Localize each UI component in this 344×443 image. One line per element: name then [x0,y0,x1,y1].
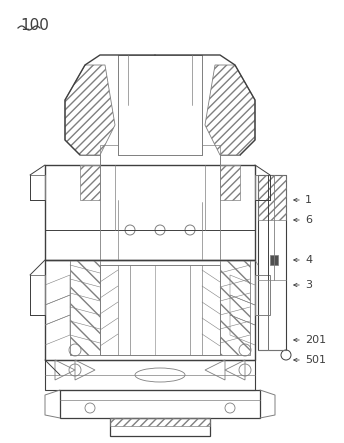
Text: 501: 501 [305,355,326,365]
Bar [110,418,210,436]
Bar [118,55,202,155]
Text: 201: 201 [305,335,326,345]
Bar [30,275,45,315]
Bar [30,175,45,200]
Bar [45,360,255,390]
Bar [255,275,270,315]
Text: 4: 4 [305,255,312,265]
Text: 100: 100 [20,18,49,33]
Bar [258,175,286,350]
Polygon shape [270,255,278,265]
Bar [45,260,255,360]
Bar [60,390,260,418]
Text: 6: 6 [305,215,312,225]
Bar [100,265,220,355]
Text: 1: 1 [305,195,312,205]
Text: 3: 3 [305,280,312,290]
Bar [255,175,270,200]
Bar [45,165,255,260]
